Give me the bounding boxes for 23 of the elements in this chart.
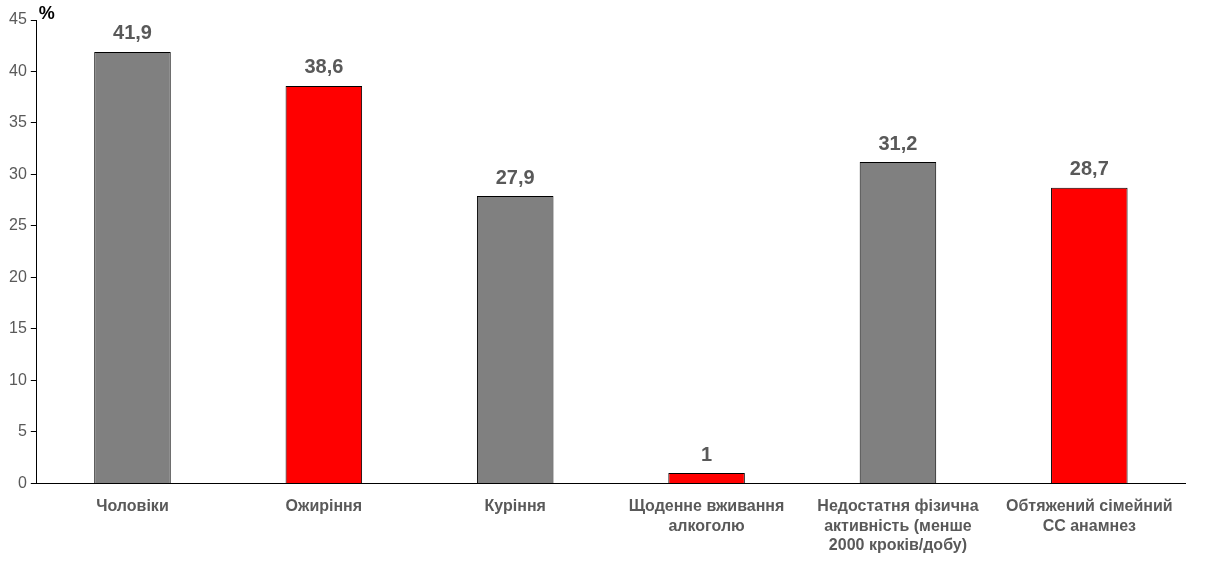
y-tick-label: 10: [9, 370, 27, 388]
x-tick-label: Обтяжений сімейний СС анамнез: [1006, 497, 1173, 534]
data-label: 41,9: [113, 21, 152, 44]
y-tick-label: 15: [9, 319, 27, 337]
y-tick-label: 0: [17, 473, 27, 491]
y-tick-label: 45: [9, 10, 27, 28]
data-label: 1: [701, 442, 713, 465]
y-axis-title: %: [38, 2, 55, 23]
y-tick-label: 30: [9, 164, 27, 182]
y-tick-label: 20: [9, 267, 27, 285]
data-label: 31,2: [878, 131, 918, 154]
x-tick-label: Куріння: [484, 497, 546, 515]
data-label: 38,6: [304, 55, 344, 78]
y-tick-label: 35: [9, 113, 27, 131]
y-tick-label: 5: [17, 422, 27, 440]
x-tick-label: Ожиріння: [285, 497, 363, 515]
data-label: 27,9: [495, 165, 535, 188]
x-tick-label: Недостатня фізична активність (менше 2000 кроків/добу): [817, 497, 979, 553]
x-tick-label: Чоловіки: [96, 497, 169, 515]
y-tick-label: 25: [9, 216, 27, 234]
y-tick-label: 40: [9, 61, 27, 79]
data-label: 28,7: [1069, 157, 1109, 180]
x-tick-label: Щоденне вживання алкоголю: [628, 497, 785, 534]
